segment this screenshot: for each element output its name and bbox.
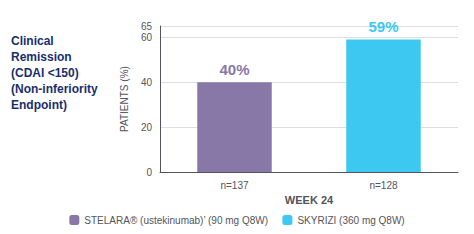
svg-text:20: 20 [141, 122, 153, 133]
svg-text:Endpoint): Endpoint) [11, 98, 67, 112]
svg-text:40%: 40% [219, 61, 249, 78]
svg-text:n=137: n=137 [220, 180, 249, 191]
svg-text:Clinical: Clinical [11, 34, 54, 48]
svg-text:40: 40 [141, 77, 153, 88]
svg-text:(Non-inferiority: (Non-inferiority [11, 82, 98, 96]
svg-text:65: 65 [141, 21, 153, 32]
svg-text:60: 60 [141, 32, 153, 43]
svg-text:Remission: Remission [11, 50, 72, 64]
svg-text:PATIENTS (%): PATIENTS (%) [119, 66, 130, 132]
svg-text:WEEK 24: WEEK 24 [285, 194, 334, 206]
svg-text:(CDAI <150): (CDAI <150) [11, 66, 79, 80]
svg-text:n=128: n=128 [369, 180, 398, 191]
svg-text:STELARA® (ustekinumab)’ (90 mg: STELARA® (ustekinumab)’ (90 mg Q8W) [84, 215, 268, 226]
svg-text:SKYRIZI (360 mg Q8W): SKYRIZI (360 mg Q8W) [297, 215, 404, 226]
svg-text:59%: 59% [368, 18, 398, 35]
svg-text:0: 0 [146, 167, 152, 178]
